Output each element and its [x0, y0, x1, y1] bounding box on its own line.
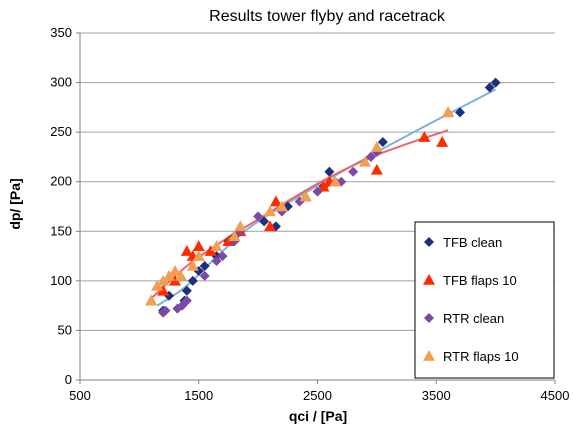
- legend-marker-2: [424, 313, 434, 323]
- data-point-2-4: [181, 295, 192, 306]
- legend: TFB clean TFB flaps 10 RTR clean RTR flaps …: [414, 221, 555, 379]
- data-point-0-11: [259, 216, 270, 227]
- data-point-0-6: [199, 260, 210, 271]
- data-point-2-16: [365, 151, 376, 162]
- legend-marker-3: [423, 350, 435, 361]
- legend-label-2: RTR clean: [443, 311, 504, 326]
- data-point-0-3: [181, 285, 192, 296]
- data-point-1-7: [222, 235, 235, 246]
- chart-title: Results tower flyby and racetrack: [209, 8, 446, 25]
- legend-marker-1: [423, 274, 435, 285]
- data-point-3-13: [299, 190, 312, 202]
- data-point-2-10: [253, 211, 264, 222]
- y-tick-label-0: 0: [65, 372, 72, 387]
- data-point-3-8: [210, 240, 223, 251]
- data-point-0-20: [484, 82, 495, 93]
- data-point-1-1: [157, 284, 170, 296]
- data-point-2-13: [312, 186, 323, 197]
- data-point-3-10: [234, 220, 247, 232]
- y-tick-label-2: 100: [50, 273, 72, 288]
- x-tick-label-3: 3500: [422, 388, 451, 403]
- x-axis-label: qci / [Pa]: [289, 408, 347, 424]
- data-point-3-9: [228, 230, 241, 242]
- data-point-0-15: [324, 166, 335, 177]
- series-3: [145, 106, 455, 306]
- data-point-0-19: [455, 107, 465, 118]
- data-point-3-6: [186, 259, 199, 271]
- y-tick-label-4: 200: [50, 174, 72, 189]
- data-point-3-7: [192, 250, 205, 261]
- data-point-1-16: [436, 136, 449, 147]
- y-tick-label-5: 250: [50, 124, 72, 139]
- data-point-1-3: [180, 245, 193, 256]
- data-point-3-12: [275, 200, 288, 212]
- legend-label-1: TFB flaps 10: [443, 273, 517, 288]
- data-point-3-17: [442, 106, 455, 118]
- data-point-1-15: [418, 131, 431, 142]
- data-point-0-4: [187, 275, 198, 286]
- y-tick-label-6: 300: [50, 75, 72, 90]
- data-point-1-9: [264, 220, 276, 232]
- data-point-3-0: [145, 294, 158, 306]
- gridlines: [80, 32, 555, 331]
- series-2: [158, 146, 382, 318]
- data-points: [145, 77, 501, 318]
- x-tick-label-0: 500: [69, 388, 91, 403]
- data-point-2-7: [217, 251, 228, 262]
- data-point-2-1: [160, 305, 171, 316]
- data-point-3-11: [264, 205, 276, 217]
- data-point-2-15: [348, 166, 359, 177]
- data-point-3-3: [163, 269, 176, 281]
- data-point-3-16: [370, 141, 383, 152]
- data-point-1-12: [317, 180, 330, 192]
- legend-label-0: TFB clean: [443, 235, 502, 250]
- data-point-1-14: [370, 163, 383, 175]
- axes: [76, 32, 556, 384]
- legend-box: [414, 221, 555, 379]
- data-point-3-2: [157, 274, 170, 286]
- data-point-3-5: [174, 269, 187, 281]
- trendline-1: [148, 129, 449, 302]
- data-point-3-1: [151, 279, 164, 291]
- data-point-2-5: [199, 270, 210, 281]
- data-point-1-10: [269, 195, 282, 207]
- legend-label-3: RTR flaps 10: [443, 349, 519, 364]
- data-point-0-18: [377, 137, 388, 148]
- legend-marker-0: [424, 237, 434, 247]
- data-point-2-6: [211, 256, 222, 267]
- y-axis-label: dp/ [Pa]: [7, 178, 23, 229]
- data-point-3-4: [169, 264, 181, 276]
- data-point-3-14: [329, 175, 342, 187]
- tick-labels: 0 50 100 150 200 250 300 350 500 1500 2500 3500 4500: [50, 25, 569, 403]
- data-point-3-15: [359, 155, 371, 167]
- data-point-1-5: [192, 240, 205, 251]
- data-point-1-6: [204, 245, 217, 256]
- data-point-1-2: [169, 274, 181, 286]
- x-tick-label-4: 4500: [541, 388, 570, 403]
- data-point-0-21: [490, 77, 501, 88]
- x-tick-label-1: 1500: [184, 388, 213, 403]
- y-tick-label-3: 150: [50, 223, 72, 238]
- x-tick-label-2: 2500: [303, 388, 332, 403]
- y-tick-label-7: 350: [50, 25, 72, 40]
- y-tick-label-1: 50: [58, 322, 72, 337]
